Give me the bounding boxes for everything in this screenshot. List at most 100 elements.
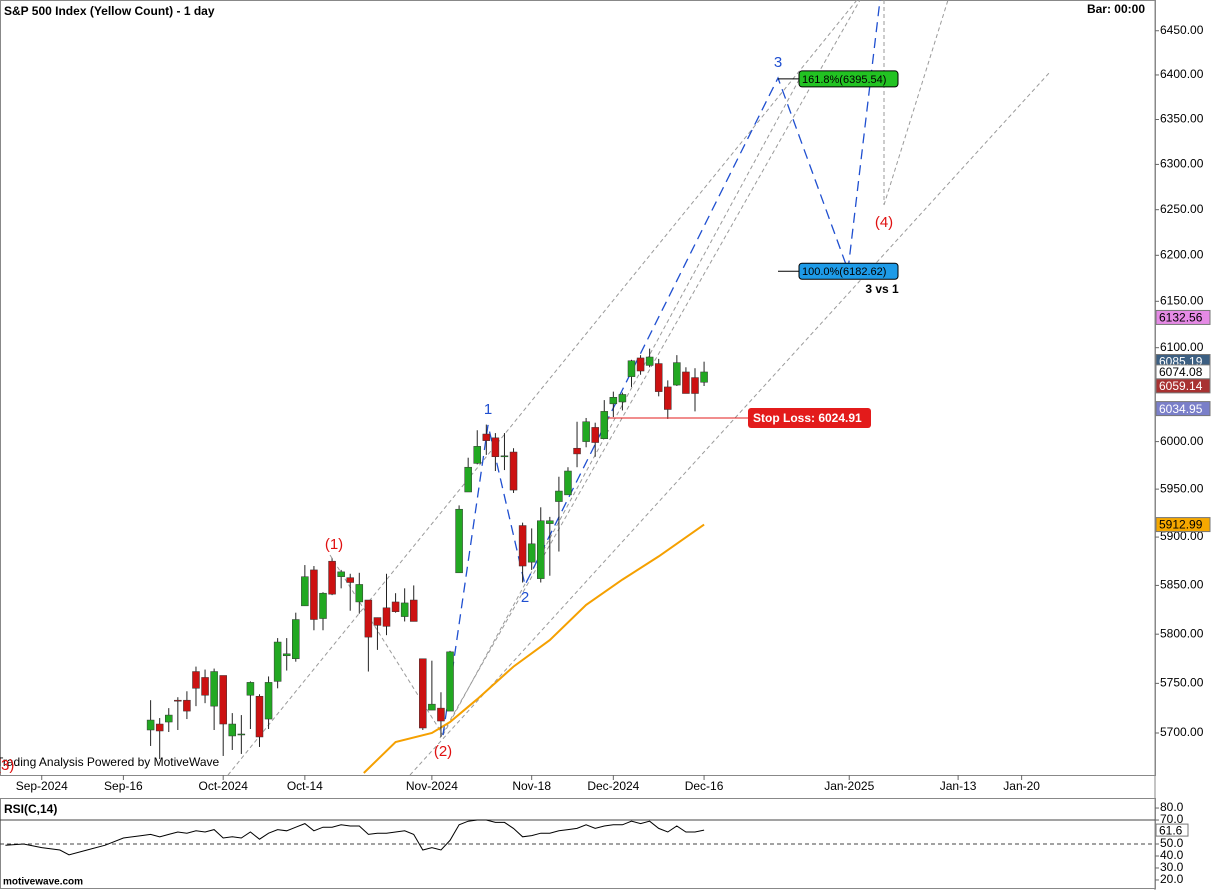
price-label-box [1155, 517, 1211, 533]
candle-body [455, 508, 463, 574]
x-tick-label: Sep-2024 [16, 779, 68, 793]
candle-body [664, 386, 672, 410]
wave-labels: (1) (2) (3) (4) 1 2 3 4 3 vs 1 [0, 54, 899, 774]
candle-body [591, 427, 599, 443]
candle-body [264, 682, 273, 720]
x-tick-label: Jan-2025 [824, 779, 874, 793]
y-tick-label: 6400.00 [1160, 67, 1204, 81]
candle-body [301, 576, 309, 607]
candle-body [192, 671, 200, 689]
y-tick-label: 6250.00 [1160, 202, 1204, 216]
rsi-title: RSI(C,14) [4, 802, 57, 816]
candle-body [246, 682, 255, 696]
channel-line [439, 0, 861, 739]
candle-body [219, 675, 227, 725]
candle-body [355, 584, 364, 603]
fib-box [798, 70, 899, 88]
candle-body [537, 520, 545, 579]
candle-body [691, 377, 699, 394]
candle-body [282, 653, 291, 657]
candle-body [509, 451, 518, 491]
candle-body [437, 707, 445, 722]
y-tick-label: 5850.00 [1160, 578, 1204, 592]
candle-body [346, 577, 354, 583]
channel-line [409, 71, 1051, 776]
wave-label: (3) [0, 757, 14, 774]
x-tick-label: Dec-16 [685, 779, 724, 793]
candle-body [518, 525, 527, 567]
price-label-box [1155, 401, 1211, 417]
wave-label: 1 [484, 401, 492, 418]
candle-body [174, 699, 182, 702]
fib-box [798, 262, 899, 280]
x-tick-label: Dec-2024 [587, 779, 639, 793]
candle-body [255, 695, 264, 738]
rsi-value-label: 61.6 [1159, 823, 1183, 837]
candle-body [310, 569, 318, 620]
y-tick-label: 30.0 [1160, 860, 1184, 874]
candle-body [609, 397, 618, 405]
y-tick-label: 20.0 [1160, 872, 1184, 886]
wave-label: 3 [774, 54, 782, 71]
candle-body [146, 719, 155, 731]
fib-label: 100.0%(6182.62) [802, 266, 886, 278]
trend-lines [227, 0, 1051, 776]
footer: motivewave.com [3, 877, 83, 888]
x-tick-label: Oct-14 [287, 779, 323, 793]
y-tick-label: 80.0 [1160, 800, 1184, 814]
candle-body [337, 571, 345, 577]
candle-body [183, 699, 191, 712]
y-tick-label: 50.0 [1160, 836, 1184, 850]
candle-body [319, 592, 327, 619]
candle-body [618, 394, 627, 403]
candle-body [654, 363, 663, 392]
x-tick-label: Nov-2024 [406, 779, 458, 793]
candle-body [636, 357, 645, 372]
price-label: 5912.99 [1159, 518, 1203, 532]
stop-loss-label: Stop Loss: 6024.91 [753, 411, 862, 425]
y-tick-label: 6000.00 [1160, 434, 1204, 448]
price-label: 6074.08 [1159, 365, 1203, 379]
channel-line [883, 0, 949, 206]
y-tick-label: 5900.00 [1160, 529, 1204, 543]
y-tick-label: 6150.00 [1160, 293, 1204, 307]
y-tick-label: 6100.00 [1160, 340, 1204, 354]
rsi-value-box [1155, 823, 1189, 837]
wave-label: (4) [875, 214, 893, 231]
candle-body [446, 651, 454, 712]
channel-line [442, 77, 801, 736]
candle-body [237, 733, 246, 736]
y-tick-label: 5750.00 [1160, 676, 1204, 690]
candle-body [409, 599, 418, 622]
wave-label: (1) [325, 536, 343, 553]
y-tick-label: 6300.00 [1160, 157, 1204, 171]
candle-body [555, 490, 563, 502]
candle-body [473, 446, 481, 464]
candle-body [564, 470, 572, 496]
candle-body [645, 356, 654, 366]
candle-body [546, 520, 554, 524]
candle-body [391, 601, 400, 612]
candle-body [491, 437, 500, 458]
x-tick-label: Jan-13 [940, 779, 977, 793]
price-label: 6059.14 [1159, 379, 1203, 393]
y-tick-label: 5800.00 [1160, 626, 1204, 640]
fib-label: 161.8%(6395.54) [802, 74, 886, 86]
price-label-box [1155, 378, 1211, 394]
candle-body [419, 658, 427, 729]
price-label: 6132.56 [1159, 311, 1203, 325]
y-tick-label: 70.0 [1160, 812, 1184, 826]
stop-loss-box [748, 408, 871, 429]
rsi-plot: 80.070.0 50.040.030.020.0 61.6 [0, 800, 1189, 886]
candle-body [627, 360, 636, 377]
candle-body [273, 641, 282, 682]
chart-title: S&P 500 Index (Yellow Count) - 1 day [4, 4, 215, 18]
candle-body [201, 677, 209, 696]
y-tick-label: 6450.00 [1160, 23, 1204, 37]
wave-note: 3 vs 1 [865, 282, 899, 296]
candle-body [373, 617, 382, 626]
candle-body [328, 560, 336, 595]
y-tick-label: 5950.00 [1160, 481, 1204, 495]
